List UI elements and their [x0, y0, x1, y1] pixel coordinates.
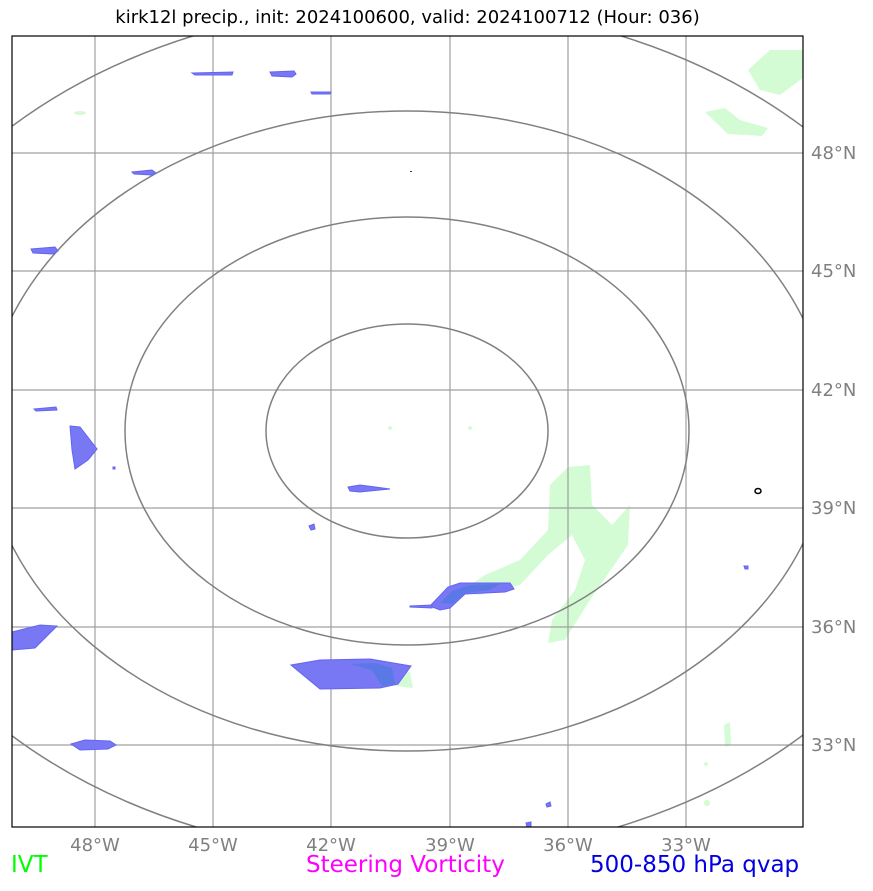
map-frame — [11, 35, 804, 828]
ivt-area-north — [705, 108, 768, 136]
ivt-spot-se — [724, 722, 731, 747]
range-ring-3 — [12, 110, 803, 752]
lon-tick-1: 45°W — [188, 835, 238, 856]
range-rings — [12, 36, 803, 827]
precip-contours — [12, 70, 749, 827]
precip-patch-15 — [545, 801, 552, 808]
vorticity-marker — [754, 487, 762, 495]
legend-steering-vorticity: Steering Vorticity — [306, 852, 505, 878]
precip-heavy-1 — [440, 584, 500, 604]
chart-title: kirk12l precip., init: 2024100600, valid… — [115, 7, 700, 28]
precip-patch-9 — [308, 523, 316, 531]
ivt-area-east — [460, 465, 630, 643]
lon-tick-5: 33°W — [661, 835, 711, 856]
precip-patch-6 — [32, 406, 58, 412]
gridlines — [12, 36, 803, 827]
ivt-spot-2 — [704, 800, 710, 806]
lat-tick-4: 36°N — [811, 617, 856, 638]
lat-tick-labels: 48°N 45°N 42°N 39°N 36°N 33°N — [811, 143, 856, 756]
ivt-spot-5 — [468, 426, 472, 430]
lat-tick-5: 33°N — [811, 735, 856, 756]
lon-tick-labels: 48°W 45°W 42°W 39°W 36°W 33°W — [70, 835, 711, 856]
precip-patch-7 — [69, 425, 98, 470]
ivt-area-northeast — [748, 50, 803, 95]
legend-ivt: IVT — [11, 852, 48, 878]
precip-patch-18 — [112, 466, 116, 470]
lat-tick-3: 39°N — [811, 498, 856, 519]
lat-tick-1: 45°N — [811, 261, 856, 282]
ivt-contours — [74, 50, 803, 806]
lon-tick-4: 36°W — [543, 835, 593, 856]
precip-patch-8 — [347, 484, 391, 493]
precip-patch-3 — [310, 91, 332, 95]
precip-patch-12 — [409, 604, 433, 609]
ivt-spot-3 — [704, 762, 708, 766]
lon-tick-0: 48°W — [70, 835, 120, 856]
precip-heavy — [350, 584, 500, 686]
legend-qvap: 500-850 hPa qvap — [590, 852, 800, 878]
ivt-spot-1 — [74, 111, 86, 115]
lat-tick-0: 48°N — [811, 143, 856, 164]
precip-heavy-2 — [350, 663, 395, 686]
precip-patch-17 — [743, 565, 749, 570]
ivt-spot-4 — [388, 426, 392, 430]
precip-patch-2 — [269, 70, 297, 78]
lon-tick-3: 39°W — [425, 835, 475, 856]
precip-patch-14 — [69, 739, 117, 751]
precip-patch-1 — [190, 71, 234, 76]
precip-patch-5 — [30, 246, 59, 255]
precip-patch-10 — [12, 624, 59, 651]
range-ring-2 — [124, 216, 690, 646]
lon-tick-2: 42°W — [306, 835, 356, 856]
precip-patch-16 — [525, 821, 532, 827]
tiny-mark — [410, 171, 412, 172]
lat-tick-2: 42°N — [811, 380, 856, 401]
range-ring-1 — [265, 323, 549, 539]
precip-patch-4 — [130, 169, 157, 176]
